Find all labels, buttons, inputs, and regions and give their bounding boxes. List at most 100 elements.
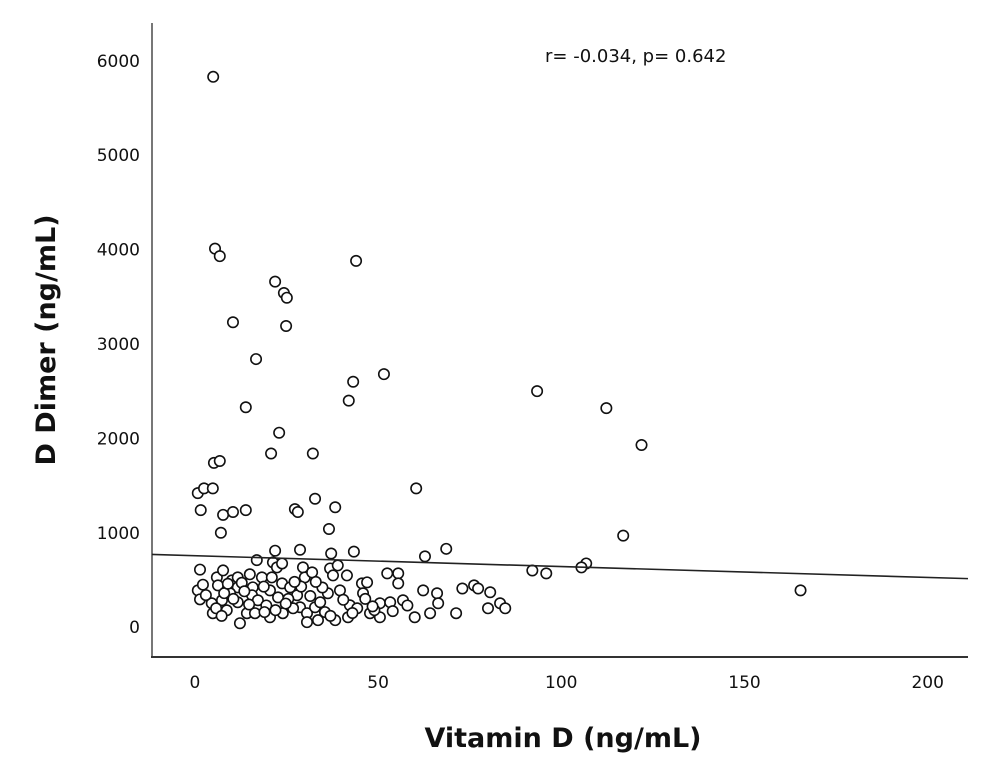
- data-point: [342, 394, 355, 407]
- x-tick-label: 0: [189, 673, 200, 693]
- data-point: [431, 587, 444, 600]
- data-point: [309, 492, 322, 505]
- data-point: [347, 545, 360, 558]
- annotation-stats: r= -0.034, p= 0.642: [545, 46, 726, 67]
- x-axis-title: Vitamin D (ng/mL): [424, 723, 701, 754]
- x-tick-label: 50: [367, 673, 389, 693]
- data-point: [346, 607, 359, 620]
- data-point: [258, 606, 271, 619]
- data-point: [794, 584, 807, 597]
- data-point: [194, 563, 207, 576]
- y-tick-label: 0: [129, 618, 140, 638]
- data-point: [196, 578, 209, 591]
- data-point: [359, 592, 372, 605]
- data-point: [347, 375, 360, 388]
- data-point: [276, 557, 289, 570]
- data-point: [484, 586, 497, 599]
- data-point: [194, 504, 207, 517]
- data-point: [617, 529, 630, 542]
- data-point: [401, 599, 414, 612]
- data-point: [226, 505, 239, 518]
- data-point: [213, 250, 226, 263]
- data-point: [340, 569, 353, 582]
- data-point: [331, 559, 344, 572]
- data-point: [294, 543, 307, 556]
- data-point: [265, 571, 278, 584]
- data-point: [472, 582, 485, 595]
- data-point: [635, 438, 648, 451]
- data-point: [314, 596, 327, 609]
- data-point: [424, 607, 437, 620]
- data-point: [221, 577, 234, 590]
- data-point: [257, 580, 270, 593]
- data-point: [600, 402, 613, 415]
- data-point: [217, 508, 230, 521]
- data-point: [250, 554, 263, 567]
- data-point: [233, 617, 246, 630]
- data-point: [207, 70, 220, 83]
- data-point: [239, 401, 252, 414]
- data-point: [540, 567, 553, 580]
- data-point: [361, 576, 374, 589]
- data-point: [417, 584, 430, 597]
- data-point: [322, 522, 335, 535]
- data-point: [215, 609, 228, 622]
- data-point: [250, 353, 263, 366]
- data-point: [456, 582, 469, 595]
- data-point: [226, 316, 239, 329]
- data-point: [432, 597, 445, 610]
- data-points: [191, 70, 807, 630]
- data-point: [526, 564, 539, 577]
- y-axis-title: D Dimer (ng/mL): [31, 214, 62, 465]
- data-point: [329, 501, 342, 514]
- data-point: [418, 550, 431, 563]
- data-point: [309, 575, 322, 588]
- data-point: [366, 600, 379, 613]
- data-point: [300, 616, 313, 629]
- y-tick-label: 3000: [97, 335, 140, 355]
- data-point: [481, 602, 494, 615]
- data-point: [408, 611, 421, 624]
- data-point: [239, 504, 252, 517]
- data-point: [440, 542, 453, 555]
- data-point: [531, 385, 544, 398]
- y-tick-labels: 0 1000 2000 3000 4000 5000 6000: [97, 52, 140, 638]
- data-point: [325, 547, 338, 560]
- data-point: [227, 592, 240, 605]
- data-point: [291, 505, 304, 518]
- data-point: [410, 482, 423, 495]
- x-tick-label: 100: [545, 673, 577, 693]
- data-point: [386, 605, 399, 618]
- data-point: [279, 597, 292, 610]
- data-point: [213, 455, 226, 468]
- y-tick-label: 1000: [97, 524, 140, 544]
- data-point: [499, 602, 512, 615]
- data-point: [199, 589, 212, 602]
- y-tick-label: 6000: [97, 52, 140, 72]
- x-tick-label: 200: [911, 673, 943, 693]
- data-point: [381, 567, 394, 580]
- data-point: [306, 447, 319, 460]
- data-point: [238, 585, 251, 598]
- data-point: [450, 607, 463, 620]
- data-point: [206, 482, 219, 495]
- data-point: [327, 569, 340, 582]
- axes: [151, 23, 968, 658]
- data-point: [280, 291, 293, 304]
- data-point: [214, 526, 227, 539]
- regression-line: [151, 553, 969, 580]
- data-point: [392, 567, 405, 580]
- data-point: [337, 593, 350, 606]
- data-point: [269, 275, 282, 288]
- data-point: [288, 575, 301, 588]
- data-point: [217, 564, 230, 577]
- data-point: [304, 590, 317, 603]
- data-point: [350, 254, 363, 267]
- y-tick-label: 4000: [97, 241, 140, 261]
- data-point: [273, 426, 286, 439]
- data-point: [392, 577, 405, 590]
- data-point: [243, 568, 256, 581]
- data-point: [377, 368, 390, 381]
- data-point: [280, 320, 293, 333]
